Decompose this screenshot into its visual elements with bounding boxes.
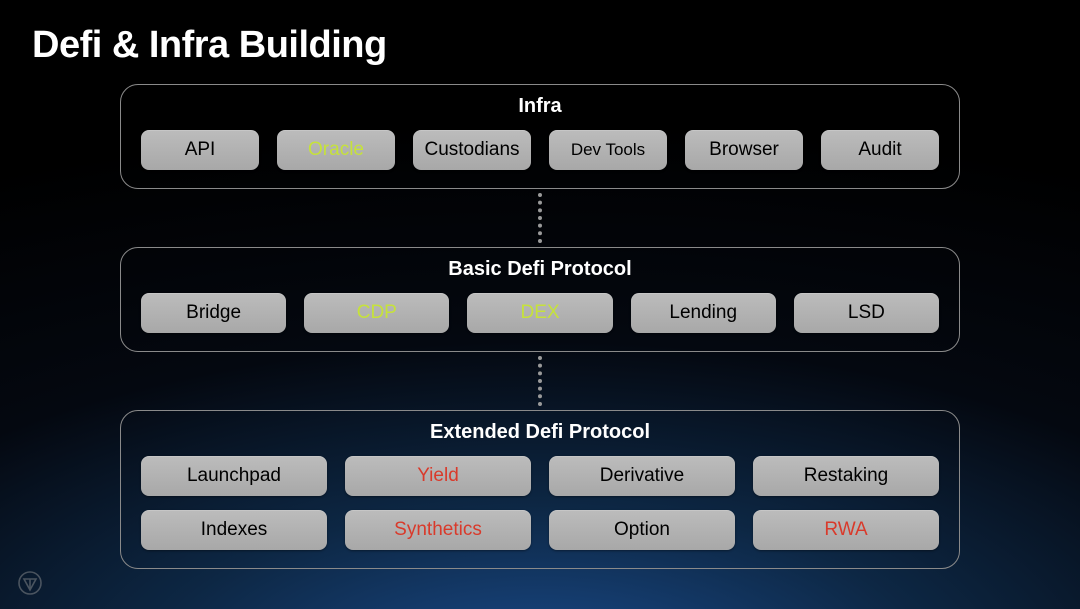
- pill-option: Option: [549, 510, 735, 550]
- pill-custodians: Custodians: [413, 130, 531, 170]
- pill-rwa: RWA: [753, 510, 939, 550]
- pill-synthetics: Synthetics: [345, 510, 531, 550]
- pill-row: API Oracle Custodians Dev Tools Browser Audit: [141, 130, 939, 170]
- section-title: Extended Defi Protocol: [141, 421, 939, 444]
- pill-restaking: Restaking: [753, 456, 939, 496]
- ton-diamond-icon: [18, 571, 42, 595]
- pill-oracle: Oracle: [277, 130, 395, 170]
- pill-indexes: Indexes: [141, 510, 327, 550]
- section-infra: Infra API Oracle Custodians Dev Tools Browser…: [120, 84, 960, 189]
- diagram-container: Infra API Oracle Custodians Dev Tools Browser…: [120, 84, 960, 569]
- pill-cdp: CDP: [304, 293, 449, 333]
- pill-lsd: LSD: [794, 293, 939, 333]
- section-title: Basic Defi Protocol: [141, 258, 939, 281]
- section-extended-defi-protocol: Extended Defi Protocol Launchpad Yield Deri…: [120, 410, 960, 569]
- pill-row: Indexes Synthetics Option RWA: [141, 510, 939, 550]
- pill-lending: Lending: [631, 293, 776, 333]
- pill-audit: Audit: [821, 130, 939, 170]
- connector: [538, 193, 542, 243]
- pill-yield: Yield: [345, 456, 531, 496]
- pill-api: API: [141, 130, 259, 170]
- pill-derivative: Derivative: [549, 456, 735, 496]
- page-title: Defi & Infra Building: [32, 24, 387, 67]
- pill-row: Bridge CDP DEX Lending LSD: [141, 293, 939, 333]
- pill-browser: Browser: [685, 130, 803, 170]
- pill-dex: DEX: [467, 293, 612, 333]
- connector: [538, 356, 542, 406]
- pill-bridge: Bridge: [141, 293, 286, 333]
- pill-dev-tools: Dev Tools: [549, 130, 667, 170]
- pill-row: Launchpad Yield Derivative Restaking: [141, 456, 939, 496]
- section-basic-defi-protocol: Basic Defi Protocol Bridge CDP DEX Lending LS…: [120, 247, 960, 352]
- section-title: Infra: [141, 95, 939, 118]
- pill-launchpad: Launchpad: [141, 456, 327, 496]
